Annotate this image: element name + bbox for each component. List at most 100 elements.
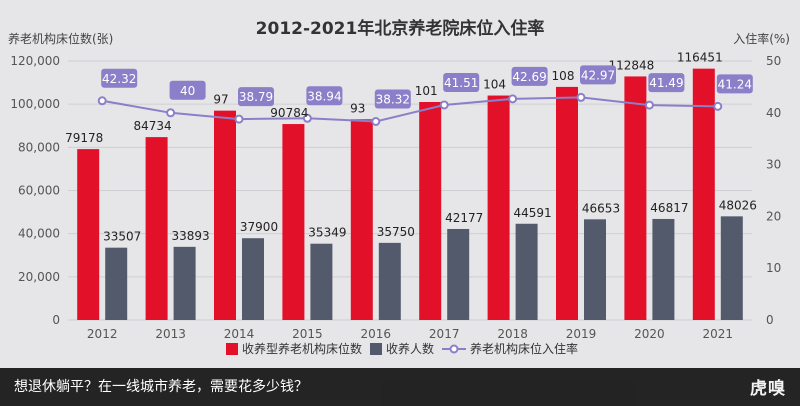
y-left-tick-label: 40,000 bbox=[18, 227, 60, 241]
rate-label-box bbox=[101, 68, 138, 88]
data-label-people: 33893 bbox=[172, 229, 210, 243]
rate-marker bbox=[166, 108, 176, 118]
bar-people bbox=[310, 243, 333, 320]
y-right-tick-label: 40 bbox=[766, 106, 781, 120]
data-label-people: 33507 bbox=[103, 230, 141, 244]
bar-beds bbox=[419, 102, 442, 320]
rate-line bbox=[102, 96, 718, 123]
data-label-beds: 97 bbox=[213, 93, 228, 107]
rate-label-box bbox=[374, 89, 411, 109]
rate-marker bbox=[97, 96, 107, 106]
bar-people bbox=[242, 238, 264, 320]
rate-marker bbox=[576, 92, 586, 102]
y-right-tick-label: 0 bbox=[766, 313, 774, 327]
bars-layer bbox=[77, 68, 743, 321]
bar-people bbox=[105, 247, 128, 320]
x-tick-label: 2016 bbox=[361, 327, 392, 341]
bar-beds bbox=[692, 68, 715, 320]
data-label-people: 48026 bbox=[719, 198, 757, 212]
x-tick-label: 2019 bbox=[566, 327, 597, 341]
rate-marker bbox=[302, 113, 312, 123]
bar-people bbox=[173, 246, 196, 320]
data-label-beds: 104 bbox=[483, 78, 506, 92]
legend-swatch-people bbox=[370, 343, 382, 355]
y-left-tick-label: 0 bbox=[52, 313, 60, 327]
rate-label-box bbox=[443, 72, 480, 92]
y-left-tick-label: 60,000 bbox=[18, 184, 60, 198]
legend-label-rate: 养老机构床位入住率 bbox=[470, 341, 578, 356]
legend-swatch-rate-marker bbox=[449, 344, 459, 354]
rate-marker bbox=[371, 117, 381, 127]
data-label-beds: 84734 bbox=[134, 119, 172, 133]
legend-swatch-beds bbox=[226, 343, 238, 355]
data-label-beds: 79178 bbox=[65, 131, 103, 145]
label-layer: 79178 33507 84734 33893 97 37900 90784 35349 93 3… bbox=[65, 51, 757, 244]
bar-beds bbox=[624, 76, 647, 320]
bar-beds bbox=[556, 86, 578, 321]
rate-label: 41.49 bbox=[649, 76, 683, 90]
rate-label-box bbox=[580, 65, 616, 85]
right-axis-title: 入住率(%) bbox=[733, 31, 790, 46]
rate-label: 42.69 bbox=[512, 70, 546, 84]
chart-title: 2012-2021年北京养老院床位入住率 bbox=[256, 18, 545, 39]
x-tick-label: 2014 bbox=[224, 327, 255, 341]
rate-marker bbox=[439, 100, 449, 110]
legend: 收养型养老机构床位数 收养人数 养老机构床位入住率 bbox=[226, 341, 578, 356]
rate-label: 42.97 bbox=[581, 68, 615, 82]
watermark-logo: 虎嗅 bbox=[750, 379, 786, 399]
rate-label: 38.79 bbox=[239, 90, 273, 104]
rate-label: 38.32 bbox=[376, 93, 410, 107]
axis-layer: 0 20,000 40,000 60,000 80,000 100,000 120,000 0… bbox=[10, 54, 781, 341]
rate-label-box bbox=[716, 74, 753, 94]
y-right-tick-label: 50 bbox=[766, 54, 781, 68]
rate-label-box bbox=[169, 80, 206, 100]
y-left-tick-label: 100,000 bbox=[10, 97, 60, 111]
rate-label-box bbox=[306, 86, 343, 106]
bar-beds bbox=[214, 110, 236, 321]
legend-label-beds: 收养型养老机构床位数 bbox=[242, 341, 362, 356]
y-right-tick-label: 10 bbox=[766, 261, 781, 275]
x-tick-label: 2020 bbox=[634, 327, 665, 341]
rate-marker bbox=[234, 114, 244, 124]
legend-label-people: 收养人数 bbox=[386, 341, 434, 356]
rate-label: 40 bbox=[180, 84, 195, 98]
y-left-tick-label: 20,000 bbox=[18, 270, 60, 284]
left-axis-title: 养老机构床位数(张) bbox=[8, 31, 113, 46]
data-label-beds: 112848 bbox=[608, 58, 654, 72]
data-label-people: 44591 bbox=[514, 206, 552, 220]
rate-marker bbox=[644, 100, 654, 110]
chart: 79178 33507 84734 33893 97 37900 90784 35349 93 3… bbox=[8, 18, 790, 356]
y-right-tick-label: 30 bbox=[766, 158, 781, 172]
rate-label: 41.24 bbox=[718, 77, 752, 91]
x-tick-label: 2017 bbox=[429, 327, 460, 341]
x-tick-label: 2021 bbox=[703, 327, 734, 341]
rate-label: 38.94 bbox=[307, 89, 341, 103]
data-label-people: 46653 bbox=[582, 201, 620, 215]
bar-people bbox=[720, 216, 743, 320]
caption-bar: 想退休躺平？在一线城市养老，需要花多少钱？ 虎嗅 bbox=[0, 368, 800, 406]
data-label-people: 35349 bbox=[308, 226, 346, 240]
rate-marker bbox=[508, 94, 518, 104]
bar-beds bbox=[282, 124, 305, 321]
rate-label: 42.32 bbox=[102, 72, 136, 86]
data-label-beds: 93 bbox=[350, 101, 365, 115]
rate-label: 41.51 bbox=[444, 76, 478, 90]
x-tick-label: 2012 bbox=[87, 327, 118, 341]
data-label-people: 37900 bbox=[240, 220, 278, 234]
data-label-beds: 101 bbox=[415, 84, 438, 98]
rate-label-box bbox=[511, 66, 548, 86]
caption-text: 想退休躺平？在一线城市养老，需要花多少钱？ bbox=[14, 379, 308, 395]
bar-people bbox=[584, 219, 606, 320]
y-left-tick-label: 80,000 bbox=[18, 140, 60, 154]
bar-beds bbox=[77, 149, 100, 320]
bar-people bbox=[447, 228, 470, 320]
bar-people bbox=[515, 223, 538, 320]
bar-beds bbox=[350, 119, 373, 321]
data-label-people: 42177 bbox=[445, 211, 483, 225]
data-label-beds: 116451 bbox=[677, 51, 723, 65]
data-label-people: 35750 bbox=[377, 225, 415, 239]
x-tick-label: 2013 bbox=[155, 327, 186, 341]
rate-marker bbox=[713, 101, 723, 111]
rate-label-box bbox=[648, 73, 685, 93]
